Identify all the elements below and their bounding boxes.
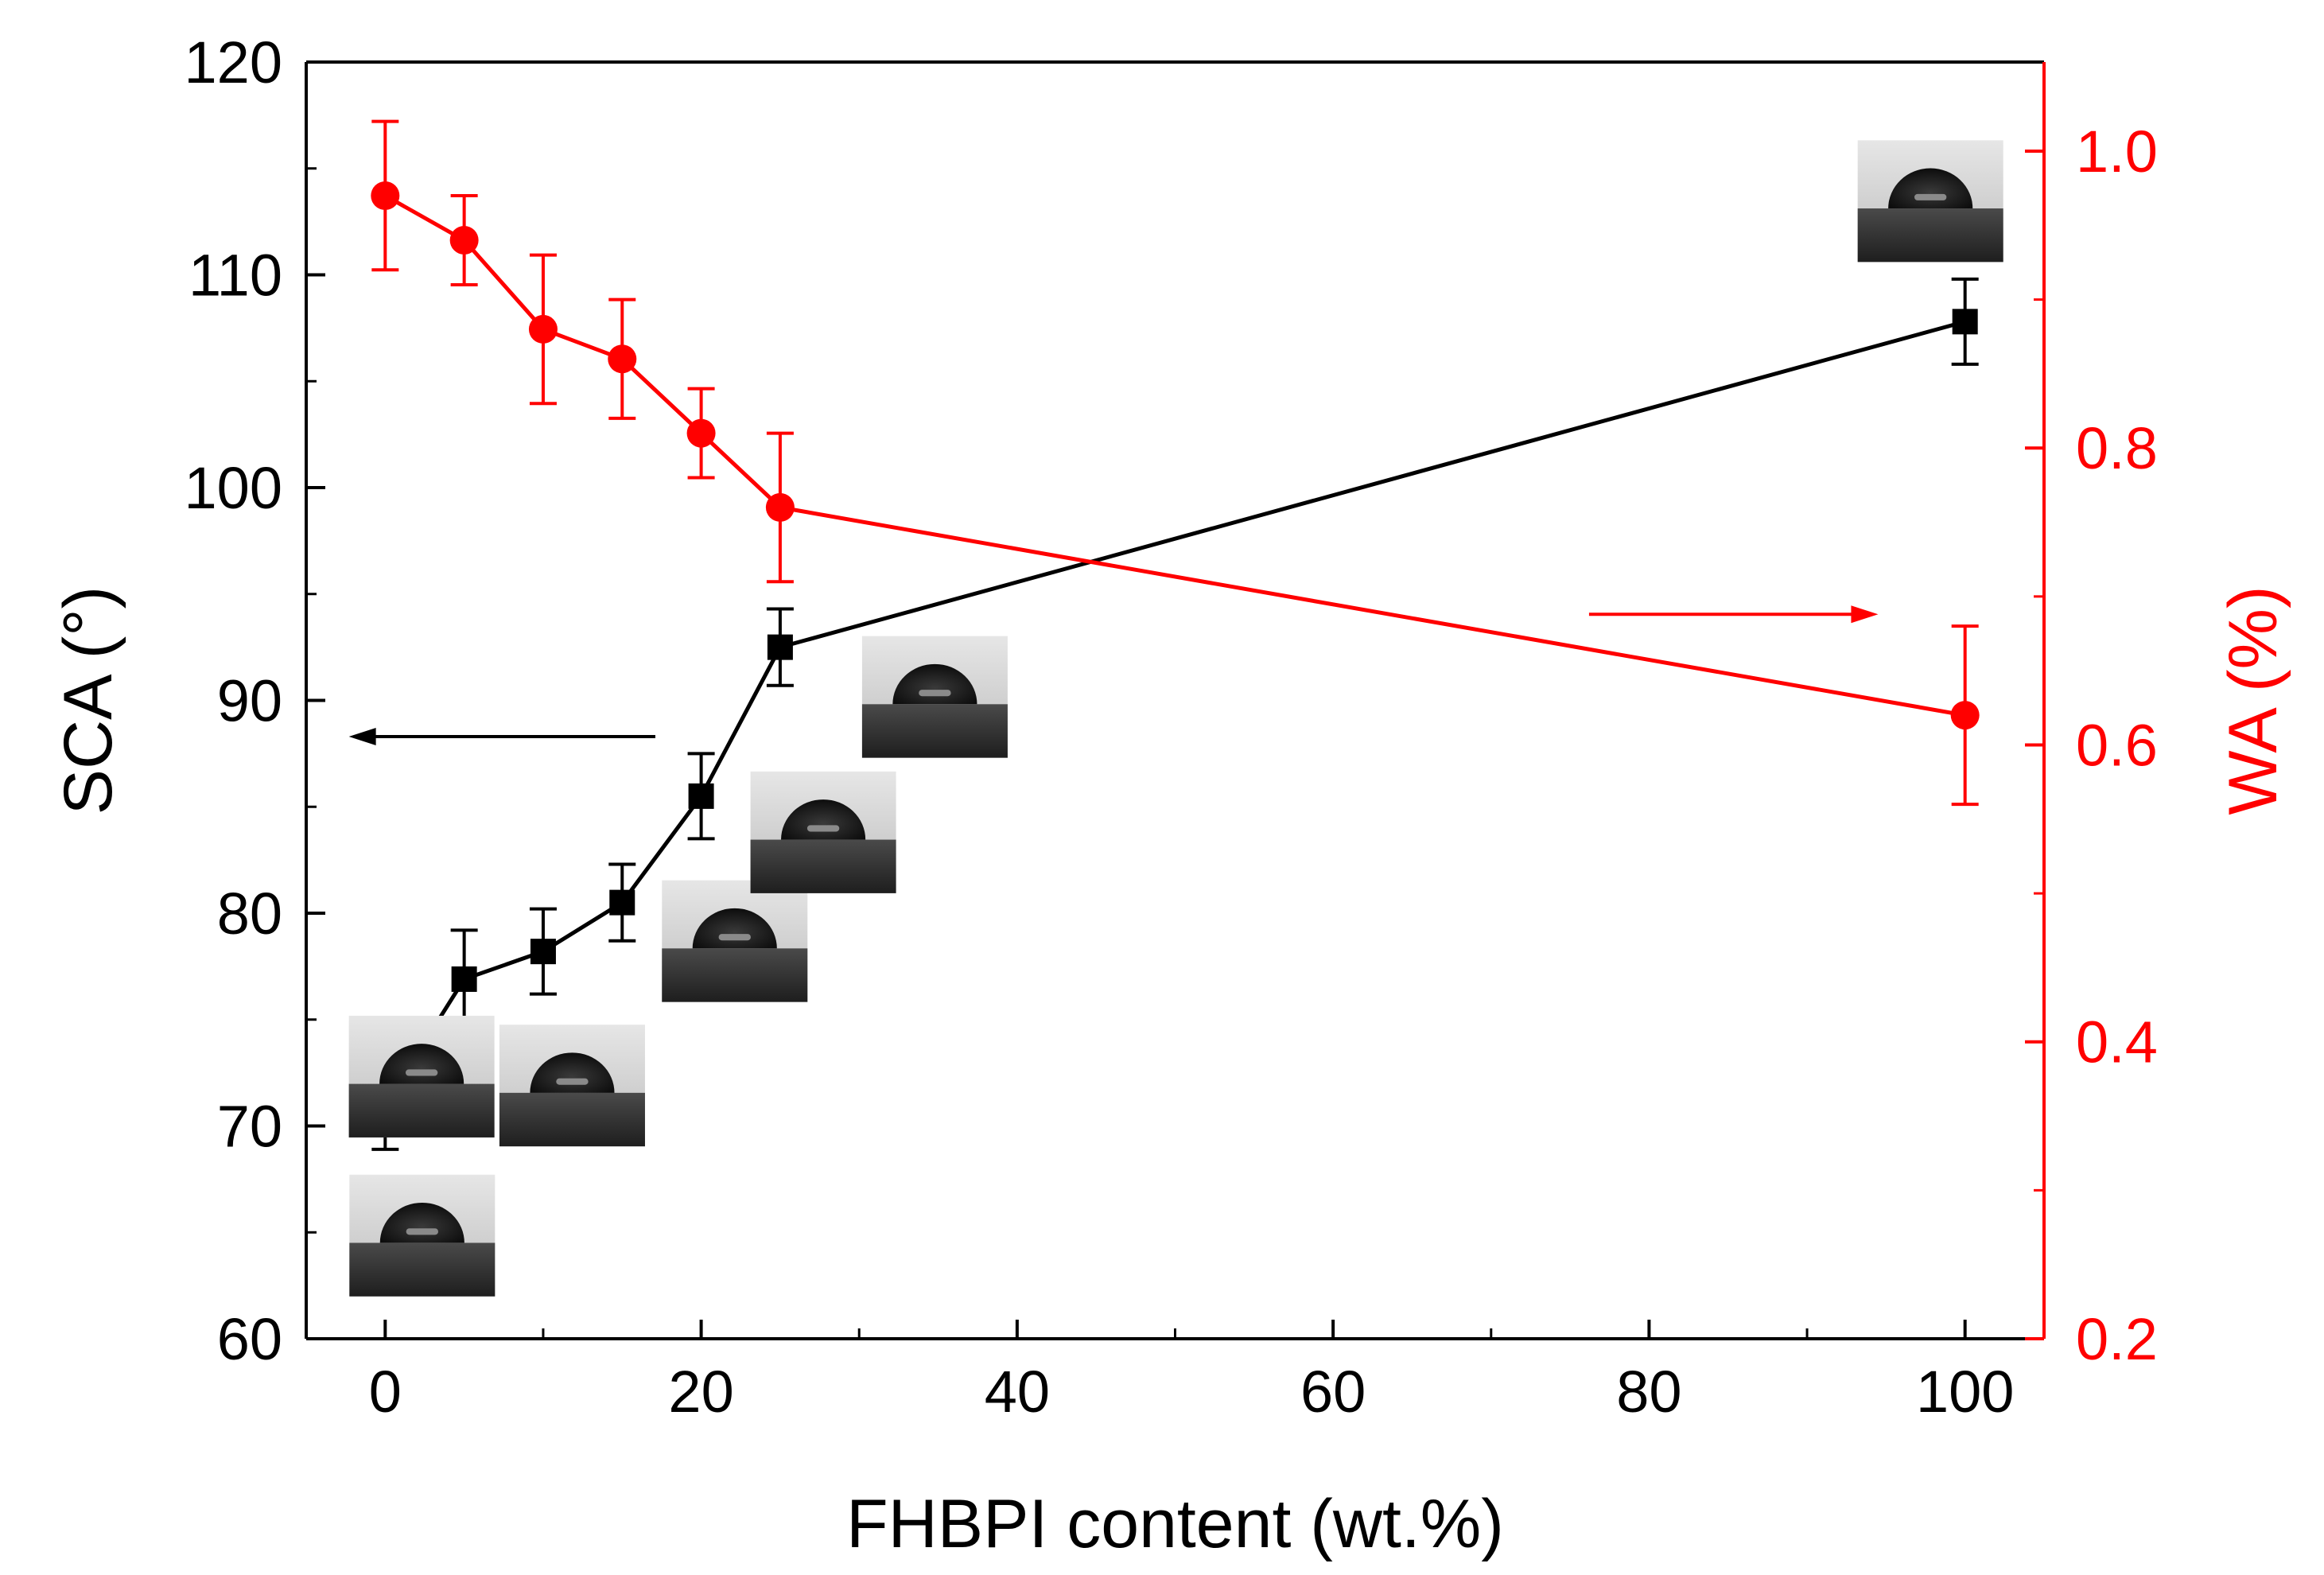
x-axis-title: FHBPI content (wt.%) bbox=[846, 1486, 1504, 1562]
droplet-photo-inset bbox=[349, 1174, 496, 1297]
photo-substrate bbox=[348, 1083, 495, 1138]
droplet-highlight bbox=[1914, 193, 1947, 200]
right-tick-label: 0.6 bbox=[2076, 712, 2158, 778]
left-axis-arrow-head bbox=[348, 727, 376, 745]
data-point-circle bbox=[686, 418, 716, 448]
droplet-shape bbox=[1888, 168, 1973, 209]
photo-substrate bbox=[750, 839, 896, 893]
droplet-highlight bbox=[718, 934, 751, 941]
data-point-circle bbox=[1950, 701, 1980, 730]
data-point-circle bbox=[608, 344, 637, 374]
data-point-square bbox=[451, 966, 477, 992]
series-line bbox=[384, 193, 1966, 718]
x-tick-label: 100 bbox=[1916, 1359, 2014, 1425]
right-tick-label: 0.4 bbox=[2076, 1009, 2158, 1075]
right-tick-label: 0.8 bbox=[2076, 415, 2158, 481]
annotation-layer bbox=[348, 605, 1879, 745]
droplet-highlight bbox=[919, 690, 951, 697]
droplet-shape bbox=[379, 1044, 464, 1084]
plot-frame bbox=[305, 60, 2046, 1340]
left-tick-label: 120 bbox=[185, 29, 282, 95]
photo-substrate bbox=[662, 948, 808, 1002]
droplet-shape bbox=[692, 908, 777, 949]
right-axis-title: WA (%) bbox=[2215, 585, 2291, 815]
droplet-highlight bbox=[406, 1228, 438, 1235]
photo-substrate bbox=[861, 704, 1008, 758]
droplet-photo-inset bbox=[662, 880, 808, 1002]
droplet-shape bbox=[892, 663, 977, 705]
data-point-circle bbox=[528, 314, 558, 344]
droplet-shape bbox=[530, 1052, 615, 1093]
droplet-shape bbox=[379, 1202, 464, 1243]
data-point-circle bbox=[765, 492, 795, 522]
x-tick-label: 80 bbox=[1616, 1359, 1681, 1425]
droplet-photo-inset bbox=[1857, 140, 2003, 262]
droplet-highlight bbox=[405, 1069, 438, 1076]
data-point-square bbox=[767, 634, 793, 660]
droplet-photo-inset bbox=[499, 1025, 645, 1147]
label-layer: 0 20 40 60 80 100 60 70 80 90 100 110 120 0.2 0.4 0.6 0.… bbox=[50, 29, 2291, 1562]
droplet-highlight bbox=[556, 1078, 589, 1085]
x-tick-label: 60 bbox=[1300, 1359, 1366, 1425]
left-axis-title: SCA (°) bbox=[50, 586, 126, 815]
series-layer bbox=[371, 119, 1980, 1151]
data-point-circle bbox=[449, 225, 479, 255]
data-point-square bbox=[1952, 309, 1978, 335]
droplet-photos bbox=[348, 140, 2003, 1297]
left-tick-label: 100 bbox=[185, 455, 282, 521]
droplet-highlight bbox=[806, 825, 840, 832]
data-point-circle bbox=[371, 181, 400, 210]
series-line bbox=[383, 319, 1966, 1106]
photo-substrate bbox=[499, 1092, 645, 1147]
left-tick-label: 90 bbox=[217, 668, 282, 734]
right-tick-label: 1.0 bbox=[2076, 119, 2158, 185]
left-tick-label: 70 bbox=[217, 1094, 282, 1160]
droplet-photo-inset bbox=[348, 1015, 495, 1138]
droplet-photo-inset bbox=[750, 771, 896, 893]
photo-substrate bbox=[1857, 208, 2003, 262]
x-tick-label: 40 bbox=[985, 1359, 1050, 1425]
data-point-square bbox=[609, 889, 635, 916]
x-tick-label: 20 bbox=[668, 1359, 733, 1425]
x-tick-label: 0 bbox=[369, 1359, 402, 1425]
droplet-photo-inset bbox=[861, 636, 1008, 758]
left-tick-label: 110 bbox=[188, 243, 282, 309]
right-tick-label: 0.2 bbox=[2076, 1306, 2158, 1372]
data-point-square bbox=[530, 939, 556, 965]
series-sca bbox=[371, 277, 1979, 1151]
photo-substrate bbox=[349, 1242, 496, 1297]
data-point-square bbox=[688, 783, 714, 809]
left-tick-label: 80 bbox=[217, 881, 282, 947]
droplet-shape bbox=[781, 799, 866, 840]
series-wa bbox=[371, 119, 1980, 807]
left-tick-label: 60 bbox=[217, 1306, 282, 1372]
right-axis-arrow-head bbox=[1851, 605, 1879, 624]
